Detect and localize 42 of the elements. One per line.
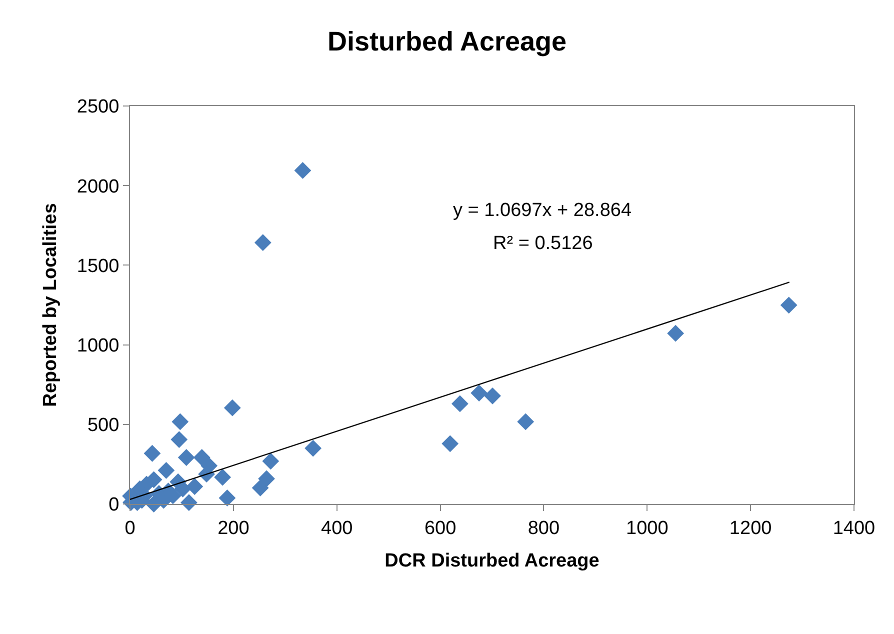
- point: [780, 296, 798, 314]
- point: [517, 413, 534, 430]
- chart-title: Disturbed Acreage: [327, 26, 567, 57]
- point: [442, 435, 459, 452]
- point: [193, 449, 210, 466]
- point: [214, 468, 232, 486]
- x-tick-label: 1200: [729, 518, 772, 539]
- y-tick-label: 0: [108, 494, 120, 516]
- y-tick-label: 1000: [76, 335, 120, 356]
- annotation: R² = 0.5126: [493, 233, 593, 254]
- point: [667, 324, 684, 342]
- point: [258, 470, 275, 488]
- point: [484, 387, 501, 404]
- y-tick-label: 2500: [76, 96, 120, 118]
- annotation: y = 1.0697x + 28.864: [453, 200, 632, 221]
- point: [254, 234, 272, 252]
- point: [470, 384, 488, 402]
- point: [172, 413, 189, 430]
- point: [218, 490, 236, 506]
- x-tick-label: 0: [124, 518, 136, 539]
- x-axis-title: DCR Disturbed Acreage: [384, 550, 600, 572]
- y-axis-title: Reported by Localities: [40, 203, 61, 407]
- y-tick-label: 2000: [76, 176, 120, 198]
- x-tick-label: 800: [528, 518, 560, 539]
- x-tick-label: 400: [321, 518, 353, 539]
- y-tick-label: 500: [87, 415, 120, 436]
- point: [294, 162, 312, 179]
- x-tick-label: 600: [424, 518, 456, 539]
- point: [170, 431, 188, 448]
- x-tick-label: 1000: [626, 518, 668, 539]
- point: [186, 478, 204, 495]
- point: [304, 440, 322, 457]
- point: [178, 449, 195, 466]
- y-tick-label: 1500: [76, 256, 120, 277]
- point: [224, 399, 241, 416]
- point: [252, 479, 269, 496]
- point: [144, 444, 161, 462]
- point: [158, 462, 175, 479]
- x-tick-label: 200: [218, 518, 250, 539]
- point: [262, 452, 280, 470]
- x-tick-label: 1400: [832, 518, 876, 539]
- point: [451, 395, 468, 412]
